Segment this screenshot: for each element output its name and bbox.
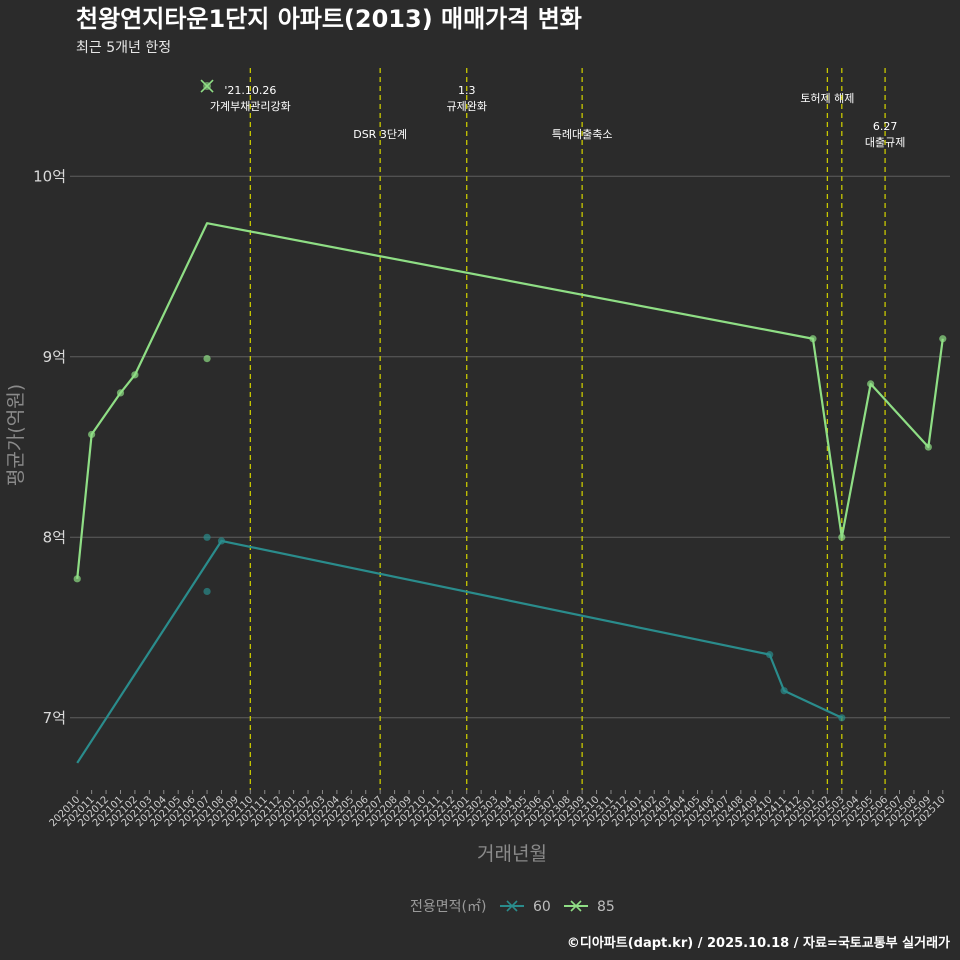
series-85-point bbox=[203, 355, 211, 363]
y-tick-label: 10억 bbox=[33, 167, 66, 185]
series-60-point bbox=[203, 587, 211, 596]
y-tick-label: 8억 bbox=[43, 528, 66, 546]
legend-key-cross bbox=[506, 900, 518, 912]
legend-label-60: 60 bbox=[533, 899, 551, 915]
y-gridlines bbox=[70, 175, 950, 719]
y-axis-label: 평균가(억원) bbox=[5, 384, 27, 486]
outlier-cross bbox=[200, 79, 214, 93]
series-85-point bbox=[838, 533, 846, 541]
series-85-point bbox=[131, 371, 139, 379]
legend-label-85: 85 bbox=[597, 899, 615, 915]
legend: 전용면적(㎡) 60 85 bbox=[410, 899, 615, 915]
series-85-line bbox=[76, 222, 944, 579]
event-label: 토허제 해제 bbox=[800, 91, 854, 105]
series-85-point bbox=[73, 575, 81, 583]
series-85-point bbox=[809, 335, 817, 343]
y-axis-ticks: 7억 8억 9억 10억 bbox=[33, 167, 66, 727]
chart-subtitle: 최근 5개년 한정 bbox=[76, 40, 171, 56]
event-label: 특례대출축소 bbox=[552, 128, 613, 141]
event-label: 6.27 bbox=[873, 120, 898, 133]
y-tick-label: 7억 bbox=[43, 709, 66, 727]
series-60-point bbox=[766, 651, 774, 659]
series-60-point bbox=[203, 533, 211, 541]
series-85-point bbox=[924, 443, 932, 451]
legend-key-60 bbox=[500, 900, 524, 912]
series-85-point bbox=[939, 335, 947, 343]
source-caption: ©디아파트(dapt.kr) / 2025.10.18 / 자료=국토교통부 실… bbox=[567, 935, 950, 951]
event-label: '21.10.26 bbox=[224, 84, 276, 97]
event-label: 가계부채관리강화 bbox=[210, 100, 291, 113]
event-label: DSR 3단계 bbox=[353, 128, 407, 141]
series-60-point bbox=[780, 687, 788, 695]
chart-title: 천왕연지타운1단지 아파트(2013) 매매가격 변화 bbox=[76, 5, 582, 33]
x-axis-ticks: 2020102020112020122021012021022021032021… bbox=[48, 790, 948, 829]
legend-title: 전용면적(㎡) bbox=[410, 899, 486, 915]
event-label: 1.3 bbox=[458, 84, 476, 97]
event-label: 규제완화 bbox=[446, 100, 486, 113]
x-axis-label: 거래년월 bbox=[477, 843, 547, 865]
series-60-line bbox=[76, 539, 843, 764]
legend-key-85 bbox=[564, 900, 588, 912]
series-60-point bbox=[838, 714, 846, 722]
series-60-point bbox=[217, 537, 226, 545]
series-85-point bbox=[88, 430, 96, 439]
y-tick-label: 9억 bbox=[43, 348, 66, 366]
series-85-point bbox=[116, 389, 125, 397]
event-label: 대출규제 bbox=[865, 136, 905, 149]
legend-key-cross bbox=[570, 900, 582, 912]
series-85-point bbox=[867, 380, 875, 388]
series-lines bbox=[73, 79, 947, 764]
